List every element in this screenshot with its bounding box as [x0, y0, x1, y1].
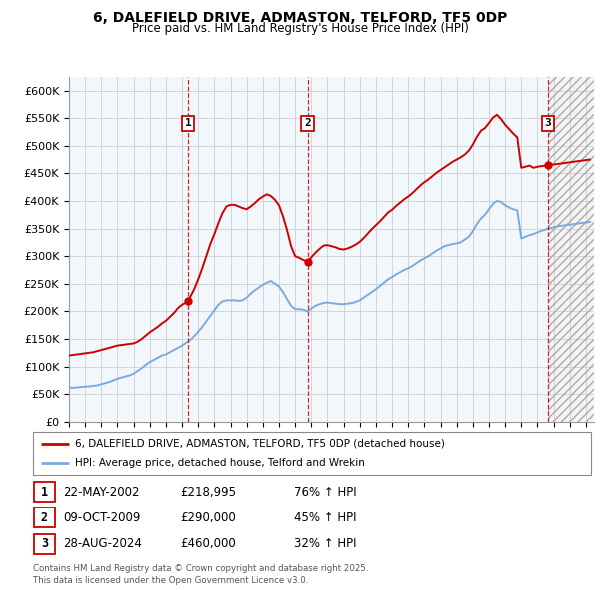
Text: 3: 3 — [41, 537, 48, 550]
Bar — [548, 77, 594, 422]
Text: 22-MAY-2002: 22-MAY-2002 — [63, 486, 139, 499]
Text: HPI: Average price, detached house, Telford and Wrekin: HPI: Average price, detached house, Telf… — [75, 458, 365, 468]
Text: 1: 1 — [41, 486, 48, 499]
FancyBboxPatch shape — [34, 482, 55, 502]
FancyBboxPatch shape — [34, 507, 55, 527]
Text: 09-OCT-2009: 09-OCT-2009 — [63, 511, 140, 524]
FancyBboxPatch shape — [34, 534, 55, 554]
Text: Contains HM Land Registry data © Crown copyright and database right 2025.
This d: Contains HM Land Registry data © Crown c… — [33, 565, 368, 585]
Text: £290,000: £290,000 — [180, 511, 236, 524]
Bar — [548, 77, 594, 422]
Text: 76% ↑ HPI: 76% ↑ HPI — [294, 486, 356, 499]
Text: 28-AUG-2024: 28-AUG-2024 — [63, 537, 142, 550]
FancyBboxPatch shape — [33, 432, 591, 475]
Text: 2: 2 — [304, 119, 311, 128]
Text: 32% ↑ HPI: 32% ↑ HPI — [294, 537, 356, 550]
Text: 6, DALEFIELD DRIVE, ADMASTON, TELFORD, TF5 0DP (detached house): 6, DALEFIELD DRIVE, ADMASTON, TELFORD, T… — [75, 439, 445, 449]
Text: 1: 1 — [185, 119, 192, 128]
Text: Price paid vs. HM Land Registry's House Price Index (HPI): Price paid vs. HM Land Registry's House … — [131, 22, 469, 35]
Text: 45% ↑ HPI: 45% ↑ HPI — [294, 511, 356, 524]
Text: 3: 3 — [545, 119, 551, 128]
Text: £218,995: £218,995 — [180, 486, 236, 499]
Text: 2: 2 — [41, 511, 48, 524]
Text: £460,000: £460,000 — [180, 537, 236, 550]
Bar — [69, 77, 548, 422]
Text: 6, DALEFIELD DRIVE, ADMASTON, TELFORD, TF5 0DP: 6, DALEFIELD DRIVE, ADMASTON, TELFORD, T… — [93, 11, 507, 25]
